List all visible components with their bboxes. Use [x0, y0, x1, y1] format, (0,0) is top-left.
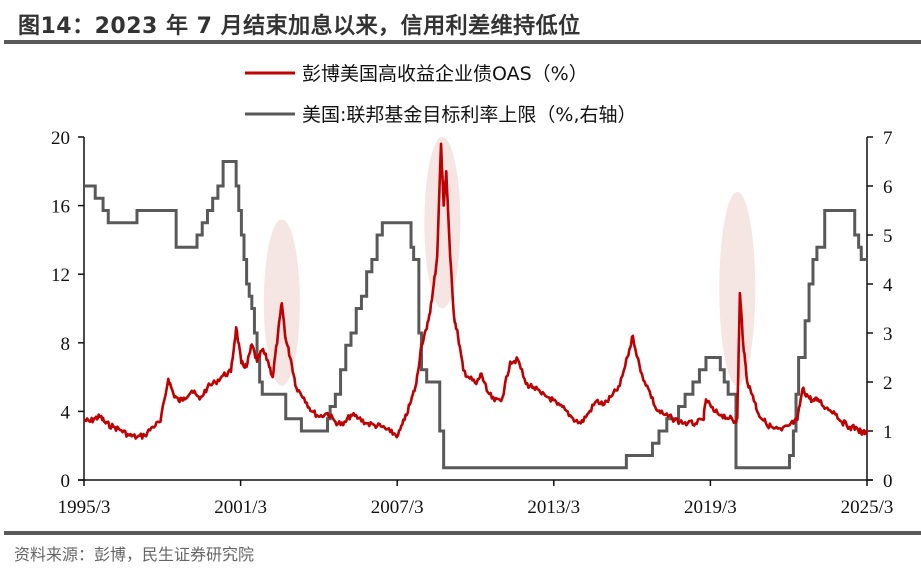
left-y-tick-label: 0	[61, 471, 71, 492]
legend-label-fed: 美国:联邦基金目标利率上限（%,右轴）	[302, 104, 637, 126]
highlight-ellipse	[719, 191, 756, 386]
chart-title: 图14：2023 年 7 月结束加息以来，信用利差维持低位	[18, 14, 581, 39]
legend-label-oas: 彭博美国高收益企业债OAS（%）	[302, 63, 588, 85]
right-y-tick-label: 3	[883, 324, 893, 345]
left-y-tick-label: 8	[61, 334, 71, 355]
left-y-tick-label: 16	[51, 197, 70, 218]
right-y-tick-label: 0	[883, 471, 893, 492]
left-y-tick-label: 20	[51, 128, 70, 149]
legend: 彭博美国高收益企业债OAS（%） 美国:联邦基金目标利率上限（%,右轴）	[245, 63, 637, 126]
x-tick-label: 2013/3	[527, 497, 580, 518]
left-y-tick-label: 4	[61, 402, 71, 423]
x-tick-label: 2007/3	[371, 497, 424, 518]
right-y-tick-label: 2	[883, 373, 893, 394]
right-y-tick-label: 5	[883, 226, 893, 247]
high-yield-oas-line	[83, 142, 869, 440]
highlight-ellipses	[263, 137, 756, 386]
chart-canvas: 彭博美国高收益企业债OAS（%） 美国:联邦基金目标利率上限（%,右轴） 0 4 8…	[51, 63, 893, 518]
left-y-tick-label: 12	[51, 265, 70, 286]
x-tick-label: 1995/3	[58, 497, 111, 518]
source-note: 资料来源：彭博，民生证券研究院	[14, 545, 255, 564]
right-y-tick-label: 4	[883, 275, 893, 296]
x-tick-label: 2025/3	[841, 497, 894, 518]
footer-divider	[4, 531, 921, 535]
x-tick-label: 2019/3	[684, 497, 737, 518]
x-tick-label: 2001/3	[214, 497, 267, 518]
right-y-tick-label: 1	[883, 422, 893, 443]
right-y-tick-label: 7	[883, 128, 893, 149]
fed-funds-rate-line	[84, 160, 867, 470]
title-divider	[4, 40, 921, 44]
right-y-tick-label: 6	[883, 177, 893, 198]
